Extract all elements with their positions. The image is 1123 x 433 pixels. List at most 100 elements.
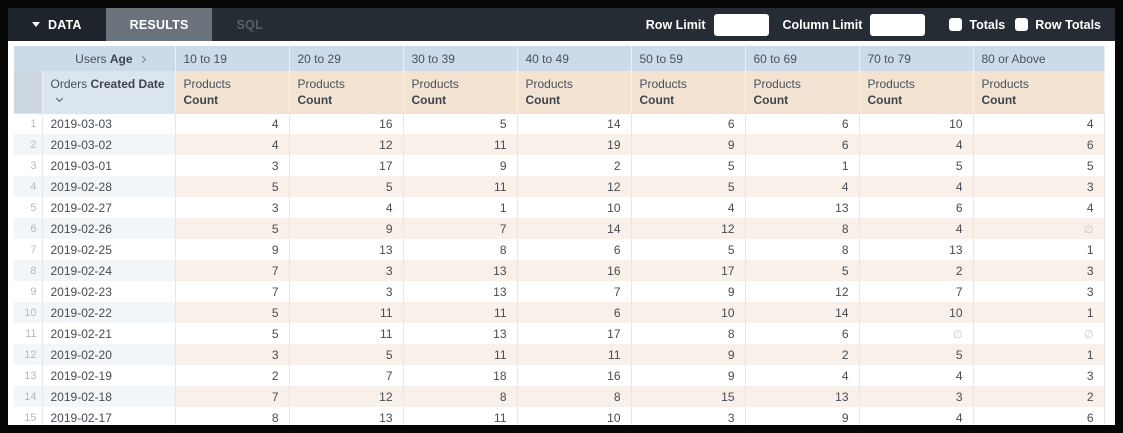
value-cell[interactable]: 3 [973,176,1105,197]
value-cell[interactable]: 12 [289,134,404,155]
value-cell[interactable]: 8 [403,386,518,407]
value-cell[interactable]: 9 [631,365,746,386]
value-cell[interactable]: 10 [631,302,746,323]
value-cell[interactable]: 6 [745,134,860,155]
value-cell[interactable]: 4 [859,218,974,239]
value-cell[interactable]: 13 [745,197,860,218]
date-cell[interactable]: 2019-02-21 [42,323,176,344]
date-cell[interactable]: 2019-02-25 [42,239,176,260]
value-cell[interactable]: 17 [289,155,404,176]
value-cell[interactable]: 12 [517,176,632,197]
totals-checkbox[interactable] [949,18,963,31]
value-cell[interactable]: 6 [745,323,860,344]
value-cell[interactable]: 7 [517,281,632,302]
value-cell[interactable]: 11 [403,176,518,197]
value-cell[interactable]: 11 [403,134,518,155]
value-cell[interactable]: 9 [745,407,860,425]
value-cell[interactable]: 4 [745,176,860,197]
value-cell[interactable]: 2 [175,365,290,386]
pivot-column-header[interactable]: 10 to 19 [175,46,290,71]
date-cell[interactable]: 2019-03-01 [42,155,176,176]
value-cell[interactable]: 8 [517,386,632,407]
value-cell[interactable]: 10 [859,302,974,323]
pivot-column-header[interactable]: 40 to 49 [517,46,632,71]
date-cell[interactable]: 2019-02-23 [42,281,176,302]
value-cell[interactable]: 1 [973,239,1105,260]
row-totals-toggle[interactable]: Row Totals [1015,18,1101,32]
value-cell[interactable]: 4 [175,134,290,155]
value-cell[interactable]: 4 [973,113,1105,134]
date-cell[interactable]: 2019-02-26 [42,218,176,239]
value-cell[interactable]: 5 [745,260,860,281]
value-cell[interactable]: 11 [289,323,404,344]
value-cell[interactable]: 14 [745,302,860,323]
value-cell[interactable]: 8 [745,218,860,239]
pivot-column-header[interactable]: 20 to 29 [289,46,404,71]
pivot-column-header[interactable]: 30 to 39 [403,46,518,71]
value-cell[interactable]: 12 [745,281,860,302]
measure-header[interactable]: Products Count [175,71,290,114]
row-limit-input[interactable] [713,13,769,36]
value-cell[interactable]: 17 [631,260,746,281]
value-cell[interactable]: 7 [289,365,404,386]
value-cell[interactable]: 10 [517,197,632,218]
measure-header[interactable]: Products Count [517,71,632,114]
row-totals-checkbox[interactable] [1015,18,1029,31]
column-limit-input[interactable] [870,13,926,36]
value-cell[interactable]: ∅ [859,323,974,344]
value-cell[interactable]: 13 [289,239,404,260]
measure-header[interactable]: Products Count [403,71,518,114]
value-cell[interactable]: 7 [403,218,518,239]
date-cell[interactable]: 2019-03-02 [42,134,176,155]
value-cell[interactable]: 13 [403,260,518,281]
value-cell[interactable]: 1 [973,344,1105,365]
value-cell[interactable]: 19 [517,134,632,155]
value-cell[interactable]: 5 [631,155,746,176]
value-cell[interactable]: 9 [631,281,746,302]
value-cell[interactable]: 11 [403,407,518,425]
pivot-field-header[interactable]: Users Age [14,46,176,71]
value-cell[interactable]: 7 [175,281,290,302]
value-cell[interactable]: 3 [175,197,290,218]
value-cell[interactable]: 4 [289,197,404,218]
value-cell[interactable]: 17 [517,323,632,344]
value-cell[interactable]: 6 [517,239,632,260]
value-cell[interactable]: 5 [175,302,290,323]
value-cell[interactable]: 9 [403,155,518,176]
value-cell[interactable]: 10 [859,113,974,134]
value-cell[interactable]: 6 [973,134,1105,155]
value-cell[interactable]: 4 [973,197,1105,218]
value-cell[interactable]: 3 [175,344,290,365]
totals-toggle[interactable]: Totals [949,18,1005,32]
date-cell[interactable]: 2019-02-19 [42,365,176,386]
measure-header[interactable]: Products Count [631,71,746,114]
date-cell[interactable]: 2019-02-18 [42,386,176,407]
value-cell[interactable]: 4 [745,365,860,386]
value-cell[interactable]: 8 [175,407,290,425]
tab-data[interactable]: DATA [8,8,106,41]
value-cell[interactable]: 5 [859,155,974,176]
value-cell[interactable]: 13 [289,407,404,425]
pivot-column-header[interactable]: 60 to 69 [745,46,860,71]
pivot-column-header[interactable]: 70 to 79 [859,46,974,71]
value-cell[interactable]: 11 [403,344,518,365]
value-cell[interactable]: 16 [517,365,632,386]
value-cell[interactable]: 5 [289,176,404,197]
date-cell[interactable]: 2019-02-24 [42,260,176,281]
value-cell[interactable]: 4 [859,407,974,425]
value-cell[interactable]: 1 [403,197,518,218]
measure-header[interactable]: Products Count [289,71,404,114]
value-cell[interactable]: 6 [859,197,974,218]
value-cell[interactable]: 13 [403,323,518,344]
value-cell[interactable]: 15 [631,386,746,407]
value-cell[interactable]: 4 [859,176,974,197]
value-cell[interactable]: 3 [973,281,1105,302]
value-cell[interactable]: 4 [859,365,974,386]
value-cell[interactable]: 8 [631,323,746,344]
value-cell[interactable]: 3 [859,386,974,407]
value-cell[interactable]: 18 [403,365,518,386]
value-cell[interactable]: 8 [745,239,860,260]
measure-header[interactable]: Products Count [973,71,1105,114]
value-cell[interactable]: 1 [745,155,860,176]
value-cell[interactable]: 12 [289,386,404,407]
